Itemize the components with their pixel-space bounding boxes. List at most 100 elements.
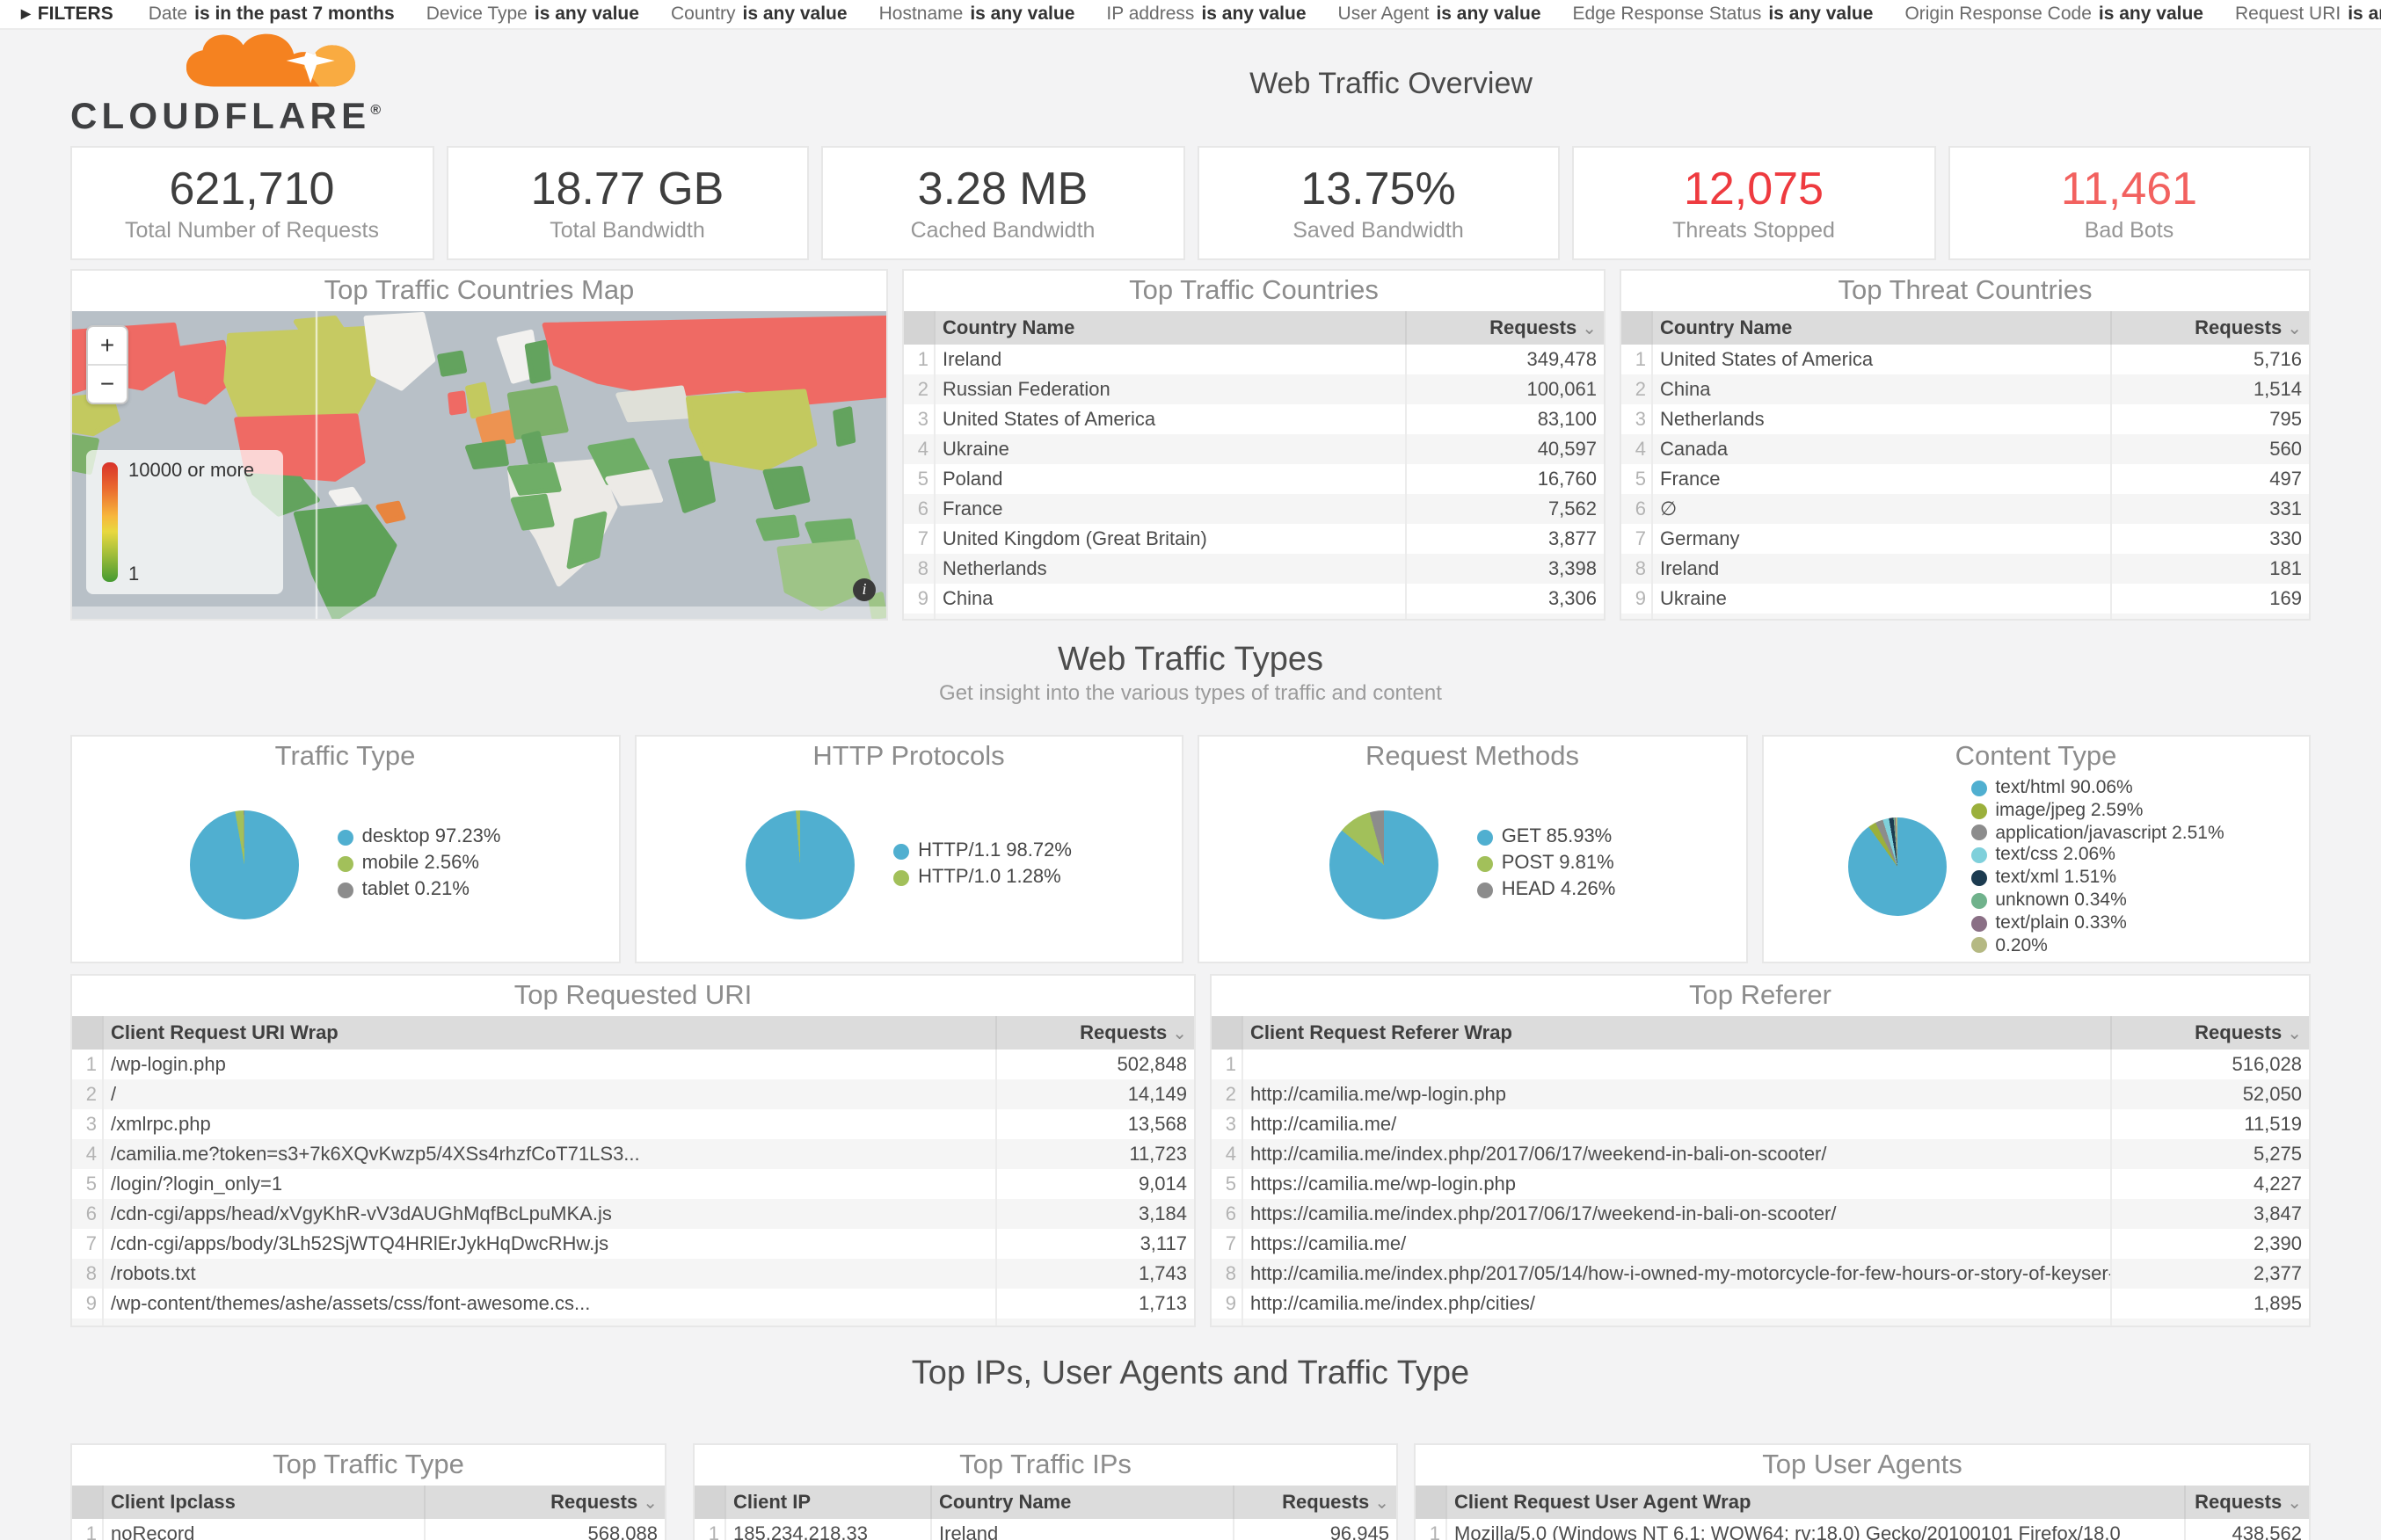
table-row[interactable]: 6 France 7,562: [904, 494, 1604, 524]
legend-item[interactable]: GET 85.93%: [1476, 824, 1616, 851]
filter-item[interactable]: Hostname is any value: [879, 4, 1075, 25]
filter-item[interactable]: Request URI is any value: [2235, 4, 2381, 25]
table-row[interactable]: 5 France 497: [1621, 464, 2309, 494]
column-header[interactable]: Requests ⌄: [1406, 311, 1604, 345]
legend-item[interactable]: POST 9.81%: [1476, 851, 1616, 877]
table-row[interactable]: 1/wp-login.php 502,848: [72, 1050, 1194, 1079]
filter-item[interactable]: Country is any value: [671, 4, 848, 25]
table-row[interactable]: 1 Mozilla/5.0 (Windows NT 6.1; WOW64; rv:…: [1416, 1519, 2309, 1540]
table-row[interactable]: 1 185.234.218.33 Ireland 96,945: [695, 1519, 1396, 1540]
column-header[interactable]: Client Request Referer Wrap: [1242, 1016, 2112, 1050]
legend-item[interactable]: HTTP/1.0 1.28%: [893, 864, 1072, 890]
filter-item[interactable]: Device Type is any value: [426, 4, 639, 25]
legend-item[interactable]: text/html 90.06%: [1970, 777, 2224, 800]
table-row[interactable]: 7 Germany 330: [1621, 524, 2309, 554]
table-row[interactable]: 3 United States of America 83,100: [904, 404, 1604, 434]
table-row[interactable]: 4 http://camilia.me/index.php/2017/06/17/…: [1212, 1139, 2309, 1169]
filter-item[interactable]: Edge Response Status is any value: [1573, 4, 1874, 25]
column-header[interactable]: Requests ⌄: [1234, 1486, 1396, 1519]
filters-toggle[interactable]: ▶ FILTERS: [21, 4, 113, 25]
kpi-card[interactable]: 18.77 GB Total Bandwidth: [446, 146, 809, 260]
top-traffic-countries-panel: Top Traffic Countries Country Name Reques…: [902, 269, 1606, 621]
table-row[interactable]: 8 Ireland 181: [1621, 554, 2309, 584]
request-methods-pie-chart[interactable]: [1329, 810, 1438, 919]
table-row[interactable]: 1 Ireland 349,478: [904, 345, 1604, 374]
table-row[interactable]: 7 https://camilia.me/2,390: [1212, 1229, 2309, 1259]
bottom-tables-row: Top Traffic Type Client Ipclass Requests ⌄…: [70, 1443, 2311, 1540]
column-header[interactable]: Country Name: [935, 311, 1407, 345]
table-row[interactable]: 1 noRecord 568,088: [72, 1519, 665, 1540]
table-row[interactable]: 6/cdn-cgi/apps/head/xVgyKhR-vV3dAUGhMqfB…: [72, 1199, 1194, 1229]
table-row[interactable]: 6 ∅ 331: [1621, 494, 2309, 524]
table-row[interactable]: 3 Netherlands 795: [1621, 404, 2309, 434]
table-row[interactable]: 9 Ukraine 169: [1621, 584, 2309, 614]
table-row[interactable]: 3 http://camilia.me/11,519: [1212, 1109, 2309, 1139]
table-row[interactable]: 10Singapore158: [1621, 614, 2309, 619]
column-header[interactable]: Client IP: [725, 1486, 932, 1519]
zoom-out-button[interactable]: −: [88, 364, 127, 403]
table-row[interactable]: 9 China 3,306: [904, 584, 1604, 614]
table-row[interactable]: 9/wp-content/themes/ashe/assets/css/font…: [72, 1289, 1194, 1318]
traffic-type-pie-chart[interactable]: [189, 810, 299, 919]
table-row[interactable]: 9 http://camilia.me/index.php/cities/1,89…: [1212, 1289, 2309, 1318]
column-header[interactable]: Client Ipclass: [103, 1486, 426, 1519]
column-header[interactable]: Country Name: [1652, 311, 2112, 345]
legend-item[interactable]: text/css 2.06%: [1970, 845, 2224, 868]
kpi-card[interactable]: 3.28 MB Cached Bandwidth: [821, 146, 1184, 260]
table-row[interactable]: 8 http://camilia.me/index.php/2017/05/14/…: [1212, 1259, 2309, 1289]
legend-item[interactable]: tablet 0.21%: [337, 877, 501, 904]
legend-item[interactable]: application/javascript 2.51%: [1970, 822, 2224, 845]
table-row[interactable]: 10Canada3,215: [904, 614, 1604, 619]
legend-item[interactable]: desktop 97.23%: [337, 824, 500, 851]
kpi-card[interactable]: 12,075 Threats Stopped: [1572, 146, 1935, 260]
table-row[interactable]: 7 United Kingdom (Great Britain) 3,877: [904, 524, 1604, 554]
legend-item[interactable]: mobile 2.56%: [337, 851, 501, 877]
map-info-icon[interactable]: i: [853, 578, 876, 601]
table-row[interactable]: 6 https://camilia.me/index.php/2017/06/17…: [1212, 1199, 2309, 1229]
table-row[interactable]: 1 United States of America 5,716: [1621, 345, 2309, 374]
table-row[interactable]: 5/login/?login_only=1 9,014: [72, 1169, 1194, 1199]
table-row[interactable]: 10/wp-content/themes/ashe/style.css?ver=…: [72, 1318, 1194, 1326]
filter-item[interactable]: Date is in the past 7 months: [149, 4, 395, 25]
filter-item[interactable]: User Agent is any value: [1338, 4, 1541, 25]
table-row[interactable]: 8/robots.txt 1,743: [72, 1259, 1194, 1289]
table-row[interactable]: 2/ 14,149: [72, 1079, 1194, 1109]
legend-item[interactable]: text/xml 1.51%: [1970, 867, 2224, 890]
http-protocols-pie-chart[interactable]: [746, 810, 856, 919]
table-row[interactable]: 2 Russian Federation 100,061: [904, 374, 1604, 404]
kpi-card[interactable]: 13.75% Saved Bandwidth: [1197, 146, 1560, 260]
column-header[interactable]: Requests ⌄: [2111, 1016, 2309, 1050]
column-header[interactable]: Requests ⌄: [2185, 1486, 2309, 1519]
legend-item[interactable]: text/plain 0.33%: [1970, 912, 2224, 935]
column-header[interactable]: Client Request URI Wrap: [103, 1016, 997, 1050]
table-row[interactable]: 4 Ukraine 40,597: [904, 434, 1604, 464]
column-header[interactable]: Client Request User Agent Wrap: [1446, 1486, 2186, 1519]
table-row[interactable]: 7/cdn-cgi/apps/body/3Lh52SjWTQ4HRlErJykH…: [72, 1229, 1194, 1259]
legend-item[interactable]: image/jpeg 2.59%: [1970, 800, 2224, 823]
table-row[interactable]: 5 Poland 16,760: [904, 464, 1604, 494]
legend-item[interactable]: unknown 0.34%: [1970, 890, 2224, 912]
table-row[interactable]: 2 China 1,514: [1621, 374, 2309, 404]
filter-item[interactable]: Origin Response Code is any value: [1904, 4, 2203, 25]
kpi-card[interactable]: 11,461 Bad Bots: [1948, 146, 2311, 260]
world-map[interactable]: + − 10000 or more 1 i: [72, 311, 886, 619]
legend-item[interactable]: HEAD 4.26%: [1476, 877, 1615, 904]
table-row[interactable]: 2 http://camilia.me/wp-login.php 52,050: [1212, 1079, 2309, 1109]
table-row[interactable]: 10http://camilia.me/index.php/about/1,47…: [1212, 1318, 2309, 1326]
legend-item[interactable]: 0.20%: [1970, 934, 2224, 957]
table-row[interactable]: 5 https://camilia.me/wp-login.php 4,227: [1212, 1169, 2309, 1199]
column-header[interactable]: Requests ⌄: [425, 1486, 665, 1519]
legend-item[interactable]: HTTP/1.1 98.72%: [893, 838, 1072, 864]
column-header[interactable]: Requests ⌄: [2111, 311, 2309, 345]
table-row[interactable]: 4 Canada 560: [1621, 434, 2309, 464]
table-row[interactable]: 8 Netherlands 3,398: [904, 554, 1604, 584]
column-header[interactable]: Country Name: [931, 1486, 1234, 1519]
filter-item[interactable]: IP address is any value: [1106, 4, 1306, 25]
kpi-card[interactable]: 621,710 Total Number of Requests: [70, 146, 433, 260]
zoom-in-button[interactable]: +: [99, 331, 115, 359]
table-row[interactable]: 1 516,028: [1212, 1050, 2309, 1079]
table-row[interactable]: 4/camilia.me?token=s3+7k6XQvKwzp5/4XSs4r…: [72, 1139, 1194, 1169]
content-type-pie-chart[interactable]: [1847, 817, 1947, 917]
table-row[interactable]: 3/xmlrpc.php 13,568: [72, 1109, 1194, 1139]
column-header[interactable]: Requests ⌄: [996, 1016, 1194, 1050]
